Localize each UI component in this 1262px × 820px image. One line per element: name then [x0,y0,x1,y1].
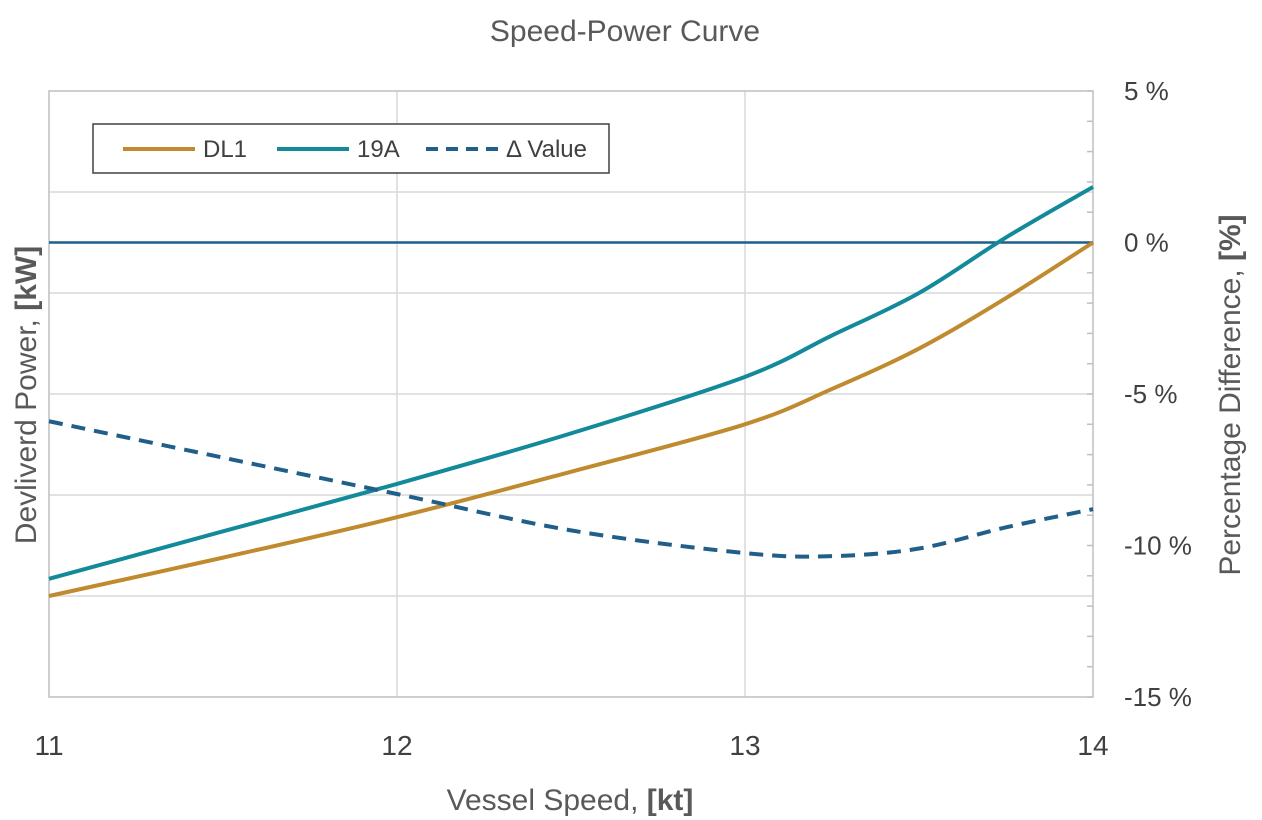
x-axis-title: Vessel Speed, [kt] [447,784,694,817]
right-y-axis-title-unit: [%] [1214,214,1247,261]
right-y-axis-title: Percentage Difference, [%] [1214,214,1247,575]
right-y-tick-label: 5 % [1124,76,1169,106]
right-y-tick-label: -15 % [1124,682,1192,712]
legend-label: 19A [357,136,400,163]
right-y-tick-labels: 5 % 0 % -5 % -10 % -15 % [1124,76,1192,712]
legend: DL1 19A Δ Value [92,123,610,174]
x-tick-label: 12 [381,730,412,761]
left-y-axis-title: Devliverd Power, [kW] [10,246,43,544]
left-y-axis-title-unit: [kW] [10,246,43,311]
right-axis-minor-ticks [1087,90,1093,698]
series-line-19a [48,185,1095,581]
x-tick-labels: 11 12 13 14 [34,730,1108,761]
legend-label: DL1 [203,136,247,163]
gridlines [49,91,1093,697]
right-y-tick-label: -10 % [1124,531,1192,561]
x-axis-title-unit: [kt] [647,784,694,817]
x-tick-label: 13 [729,730,760,761]
right-y-tick-label: -5 % [1124,379,1177,409]
right-y-tick-label: 0 % [1124,228,1169,258]
legend-label: Δ Value [506,136,587,163]
x-axis-title-text: Vessel Speed, [447,784,647,817]
chart-title: Speed-Power Curve [490,15,760,48]
right-y-axis-title-text: Percentage Difference, [1214,261,1247,576]
x-tick-label: 11 [34,730,63,761]
series-line-dl1 [48,240,1095,598]
series-layer [48,185,1095,598]
plot-area [48,90,1094,698]
series-line-value [48,419,1094,559]
left-y-axis-title-text: Devliverd Power, [10,311,43,544]
x-tick-label: 14 [1077,730,1108,761]
